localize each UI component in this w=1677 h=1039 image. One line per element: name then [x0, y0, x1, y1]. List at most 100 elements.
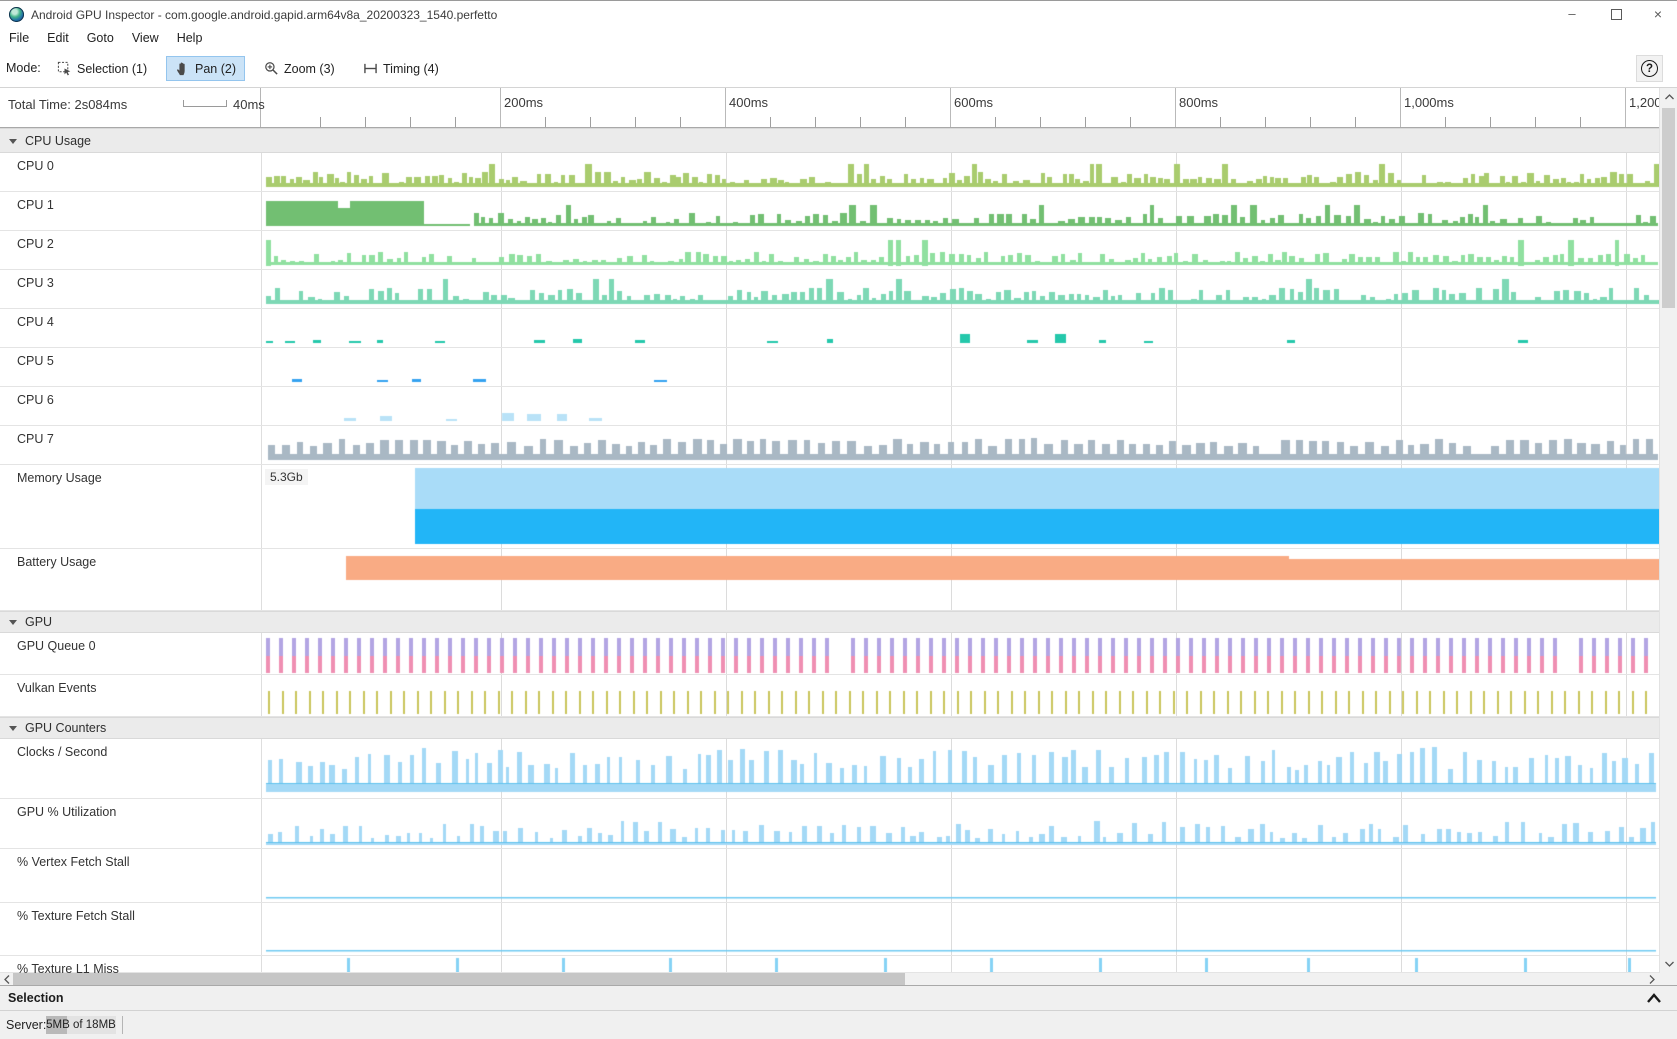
help-button[interactable]: ?	[1636, 55, 1663, 82]
track-chart-cpu-5[interactable]	[261, 348, 1659, 386]
track-row-gpu-utilization[interactable]: GPU % Utilization	[0, 799, 1659, 849]
track-label: GPU Queue 0	[17, 639, 96, 653]
track-label: Vulkan Events	[17, 681, 97, 695]
scroll-right-icon[interactable]	[1646, 973, 1658, 985]
track-chart-gpu-utilization[interactable]	[261, 799, 1659, 848]
horizontal-scroll-thumb[interactable]	[13, 973, 905, 985]
ruler-minor-tick	[1580, 117, 1581, 127]
scale-bracket-icon	[183, 100, 227, 107]
track-chart-cpu-4[interactable]	[261, 309, 1659, 347]
track-label: CPU 1	[17, 198, 54, 212]
menu-view[interactable]: View	[131, 31, 159, 45]
menu-help[interactable]: Help	[176, 31, 203, 45]
track-canvas	[262, 387, 1659, 425]
track-canvas	[262, 426, 1659, 464]
selection-panel-header[interactable]: Selection	[0, 985, 1677, 1011]
track-label: CPU 5	[17, 354, 54, 368]
scrollbar-corner	[1659, 973, 1677, 985]
mode-toolbar: Mode: Selection (1) Pan (2) Zoom (3) Timing…	[0, 49, 1677, 88]
ruler-tick-label: 600ms	[954, 95, 994, 110]
app-logo-icon	[9, 7, 24, 22]
scale-label: 40ms	[233, 97, 265, 112]
track-row-clocks-second[interactable]: Clocks / Second	[0, 739, 1659, 799]
ruler-minor-tick	[545, 117, 546, 127]
track-row-texture-fetch-stall[interactable]: % Texture Fetch Stall	[0, 903, 1659, 956]
track-canvas	[262, 153, 1659, 191]
track-row-gpu-queue-0[interactable]: GPU Queue 0	[0, 633, 1659, 675]
section-header-gpu[interactable]: GPU	[0, 611, 1659, 633]
menu-goto[interactable]: Goto	[86, 31, 114, 45]
ruler-minor-tick	[905, 117, 906, 127]
track-chart-cpu-3[interactable]	[261, 270, 1659, 308]
status-bar: Server: 5MB of 18MB	[0, 1011, 1677, 1039]
track-chart-cpu-6[interactable]	[261, 387, 1659, 425]
minimize-button[interactable]: –	[1568, 6, 1576, 21]
menu-file[interactable]: File	[9, 31, 30, 45]
ruler-minor-tick	[455, 117, 456, 127]
ruler-minor-tick	[1130, 117, 1131, 127]
ruler-tick-label: 1,200ms	[1629, 95, 1659, 110]
track-chart-cpu-7[interactable]	[261, 426, 1659, 464]
track-row-texture-l1-miss[interactable]: % Texture L1 Miss	[0, 956, 1659, 973]
track-row-memory-usage[interactable]: Memory Usage 5.3Gb	[0, 465, 1659, 549]
track-chart-texture-fetch-stall[interactable]	[261, 903, 1659, 955]
ruler-minor-tick	[1040, 117, 1041, 127]
track-chart-texture-l1-miss[interactable]	[261, 956, 1659, 972]
section-header-cpu-usage[interactable]: CPU Usage	[0, 128, 1659, 153]
track-chart-vulkan-events[interactable]	[261, 675, 1659, 716]
ruler-minor-tick	[770, 117, 771, 127]
collapse-panel-icon[interactable]	[1645, 990, 1663, 1008]
ruler-minor-tick	[365, 117, 366, 127]
maximize-button[interactable]	[1599, 1, 1633, 28]
maximize-icon	[1610, 9, 1622, 21]
ruler-tick-label: 1,000ms	[1404, 95, 1454, 110]
track-label: CPU 6	[17, 393, 54, 407]
collapse-triangle-icon	[9, 138, 17, 144]
menu-edit[interactable]: Edit	[47, 31, 69, 45]
track-label: % Texture Fetch Stall	[17, 909, 135, 923]
track-row-battery-usage[interactable]: Battery Usage	[0, 549, 1659, 611]
track-row-cpu-1[interactable]: CPU 1	[0, 192, 1659, 231]
section-header-gpu-counters[interactable]: GPU Counters	[0, 717, 1659, 739]
close-button[interactable]: ×	[1653, 6, 1663, 22]
horizontal-scrollbar[interactable]	[0, 973, 1659, 985]
vertical-scroll-thumb[interactable]	[1662, 108, 1675, 308]
ruler-gridline	[725, 88, 726, 127]
track-chart-vertex-fetch-stall[interactable]	[261, 849, 1659, 902]
pan-mode-button[interactable]: Pan (2)	[166, 56, 245, 81]
track-row-cpu-2[interactable]: CPU 2	[0, 231, 1659, 270]
track-chart-battery-usage[interactable]	[261, 549, 1659, 610]
zoom-mode-button[interactable]: Zoom (3)	[255, 56, 344, 81]
ruler-tick-label: 800ms	[1179, 95, 1219, 110]
track-chart-clocks-second[interactable]	[261, 739, 1659, 798]
track-label: CPU 2	[17, 237, 54, 251]
track-row-cpu-4[interactable]: CPU 4	[0, 309, 1659, 348]
track-row-vulkan-events[interactable]: Vulkan Events	[0, 675, 1659, 717]
track-label: % Vertex Fetch Stall	[17, 855, 130, 869]
ruler-minor-tick	[815, 117, 816, 127]
track-row-cpu-0[interactable]: CPU 0	[0, 153, 1659, 192]
scroll-down-icon[interactable]	[1660, 957, 1677, 971]
track-row-cpu-3[interactable]: CPU 3	[0, 270, 1659, 309]
track-chart-gpu-queue-0[interactable]	[261, 633, 1659, 674]
track-row-cpu-6[interactable]: CPU 6	[0, 387, 1659, 426]
selection-mode-button[interactable]: Selection (1)	[48, 56, 156, 81]
track-chart-cpu-2[interactable]	[261, 231, 1659, 269]
time-ruler[interactable]: Total Time: 2s084ms 40ms 200ms 400ms 600ms…	[0, 88, 1659, 128]
track-chart-cpu-0[interactable]	[261, 153, 1659, 191]
scroll-up-icon[interactable]	[1660, 90, 1677, 104]
timing-mode-button[interactable]: Timing (4)	[354, 56, 448, 81]
track-chart-memory-usage[interactable]: 5.3Gb	[261, 465, 1659, 548]
track-chart-cpu-1[interactable]	[261, 192, 1659, 230]
track-row-cpu-7[interactable]: CPU 7	[0, 426, 1659, 465]
track-row-cpu-5[interactable]: CPU 5	[0, 348, 1659, 387]
scroll-left-icon[interactable]	[1, 973, 13, 985]
track-canvas	[262, 549, 1659, 610]
vertical-scrollbar[interactable]	[1659, 88, 1677, 973]
track-row-vertex-fetch-stall[interactable]: % Vertex Fetch Stall	[0, 849, 1659, 903]
ruler-minor-tick	[1265, 117, 1266, 127]
title-bar[interactable]: Android GPU Inspector - com.google.andro…	[0, 1, 1677, 29]
track-canvas	[262, 849, 1659, 902]
track-canvas	[262, 675, 1659, 716]
ruler-minor-tick	[410, 117, 411, 127]
